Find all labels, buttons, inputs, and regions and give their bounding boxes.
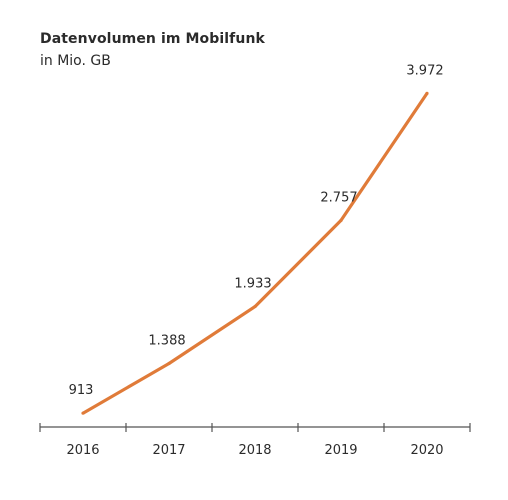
x-tick-label: 2019 [324,443,357,458]
data-point [81,411,85,415]
x-tick-label: 2017 [152,443,185,458]
data-labels: 913 1.388 1.933 2.757 3.972 [69,63,444,398]
series-line-group [81,91,429,415]
data-label: 1.933 [234,277,271,292]
data-point [253,304,257,309]
data-point [425,91,429,95]
x-tick-label: 2016 [66,443,99,458]
series-line [82,92,429,415]
chart-subtitle: in Mio. GB [40,53,111,69]
data-point [167,361,171,366]
data-label: 3.972 [406,63,443,78]
x-tick-label: 2018 [238,443,271,458]
data-label: 913 [69,383,94,398]
data-point [339,218,343,223]
x-tick-label: 2020 [410,443,443,458]
x-tick-labels: 2016 2017 2018 2019 2020 [66,443,443,458]
data-label: 2.757 [320,190,357,205]
chart-title: Datenvolumen im Mobilfunk [40,31,265,47]
x-axis [39,423,471,432]
data-label: 1.388 [148,334,185,349]
